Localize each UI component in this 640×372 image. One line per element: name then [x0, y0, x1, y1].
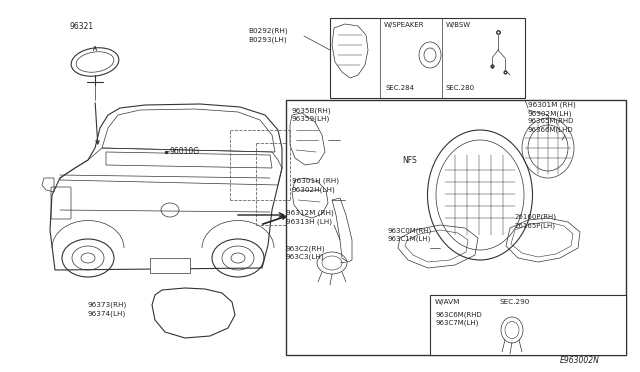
Text: W/SPEAKER: W/SPEAKER	[384, 22, 424, 28]
Text: 96301H (RH)
96302H(LH): 96301H (RH) 96302H(LH)	[292, 178, 339, 193]
Text: 96373(RH)
96374(LH): 96373(RH) 96374(LH)	[88, 302, 127, 317]
Text: 96301M (RH)
96302M(LH): 96301M (RH) 96302M(LH)	[528, 102, 576, 117]
Text: 963C0M(RH)
963C1M(LH): 963C0M(RH) 963C1M(LH)	[388, 227, 432, 242]
Text: 963C6M(RHD
963C7M(LH): 963C6M(RHD 963C7M(LH)	[435, 311, 482, 326]
Text: E963002N: E963002N	[560, 356, 600, 365]
Bar	[330, 18, 525, 98]
Text: 9635B(RH)
96359(LH): 9635B(RH) 96359(LH)	[292, 107, 332, 122]
Text: W/AVM: W/AVM	[435, 299, 460, 305]
Text: 26160P(RH)
26165P(LH): 26160P(RH) 26165P(LH)	[515, 214, 557, 229]
Text: B0292(RH)
B0293(LH): B0292(RH) B0293(LH)	[248, 28, 287, 43]
Text: NFS: NFS	[402, 156, 417, 165]
Text: 96321: 96321	[70, 22, 94, 31]
Text: 963C2(RH)
963C3(LH): 963C2(RH) 963C3(LH)	[286, 245, 326, 260]
Text: 96010G: 96010G	[170, 147, 200, 156]
Bar	[286, 100, 626, 355]
Text: SEC.290: SEC.290	[500, 299, 531, 305]
Text: 96312M (RH)
96313H (LH): 96312M (RH) 96313H (LH)	[286, 210, 333, 225]
Bar	[430, 295, 626, 355]
Text: 96365M(RHD
96366M(LHD: 96365M(RHD 96366M(LHD	[527, 118, 573, 133]
Bar	[150, 258, 190, 273]
Text: SEC.280: SEC.280	[446, 85, 475, 91]
Text: SEC.284: SEC.284	[385, 85, 414, 91]
Text: W/BSW: W/BSW	[446, 22, 471, 28]
